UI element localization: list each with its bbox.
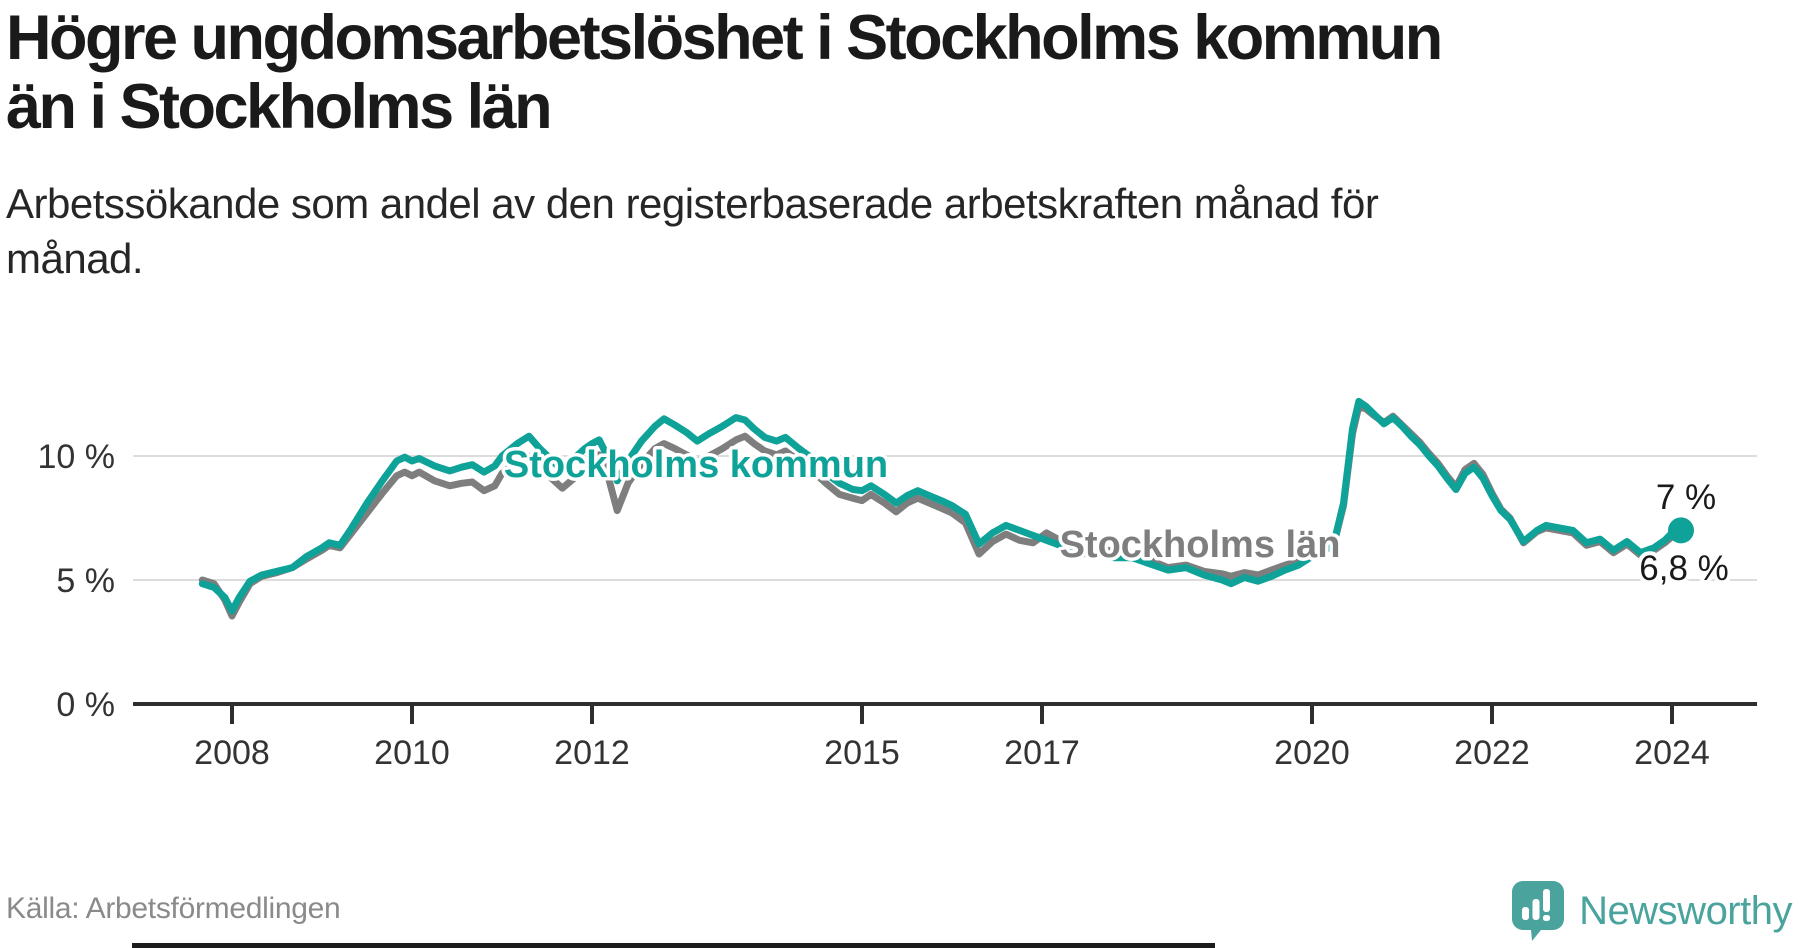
x-tick-label-2020: 2020 [1274, 734, 1350, 772]
series-end-dot-kommun [1668, 517, 1694, 544]
end-value-label-lan: 6,8 % [1639, 549, 1729, 588]
y-tick-label-0: 0 % [56, 686, 115, 724]
x-tick-label-2022: 2022 [1454, 734, 1530, 772]
y-tick-label-10: 10 % [38, 438, 116, 476]
title-line-1: Högre ungdomsarbetslöshet i Stockholms k… [6, 3, 1443, 73]
newsworthy-wordmark: Newsworthy [1579, 888, 1792, 933]
x-tick-label-2017: 2017 [1004, 734, 1080, 772]
newsworthy-bubble-icon [1512, 881, 1565, 941]
source-note: Källa: Arbetsförmedlingen [6, 892, 341, 925]
end-value-label-kommun: 7 % [1656, 478, 1716, 517]
subtitle-line-2: månad. [6, 235, 144, 283]
x-tick-label-2008: 2008 [194, 734, 270, 772]
chart-subtitle: Arbetssökande som andel av den registerb… [6, 176, 1506, 287]
series-line-lan [198, 402, 1685, 620]
newsworthy-logo[interactable]: Newsworthy [1511, 880, 1792, 942]
series-label-lan: Stockholms län [1060, 524, 1341, 566]
title-line-2: än i Stockholms län [6, 72, 553, 143]
x-tick-label-2012: 2012 [554, 734, 630, 772]
series-label-kommun: Stockholms kommun [504, 444, 888, 486]
x-tick-label-2015: 2015 [824, 734, 900, 772]
bottom-accent-bar [132, 943, 1215, 948]
y-tick-label-5: 5 % [56, 562, 115, 600]
page-title: Högre ungdomsarbetslöshet i Stockholms k… [6, 3, 1646, 143]
x-tick-label-2010: 2010 [374, 734, 450, 772]
x-tick-label-2024: 2024 [1634, 734, 1710, 772]
series-line-kommun [198, 397, 1685, 615]
subtitle-line-1: Arbetssökande som andel av den registerb… [6, 180, 1379, 227]
